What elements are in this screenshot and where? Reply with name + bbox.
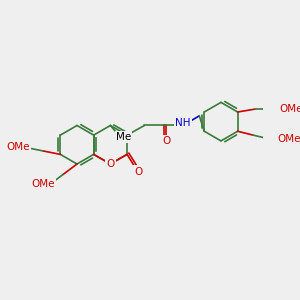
Text: OMe: OMe — [279, 104, 300, 114]
Text: OMe: OMe — [31, 179, 55, 189]
Text: OMe: OMe — [277, 134, 300, 144]
Text: O: O — [162, 136, 170, 146]
Text: O: O — [134, 167, 142, 176]
Text: O: O — [20, 142, 28, 152]
Text: O: O — [45, 179, 53, 189]
Text: Me: Me — [116, 132, 131, 142]
Text: NH: NH — [175, 118, 191, 128]
Text: OMe: OMe — [6, 142, 29, 152]
Text: O: O — [106, 159, 115, 169]
